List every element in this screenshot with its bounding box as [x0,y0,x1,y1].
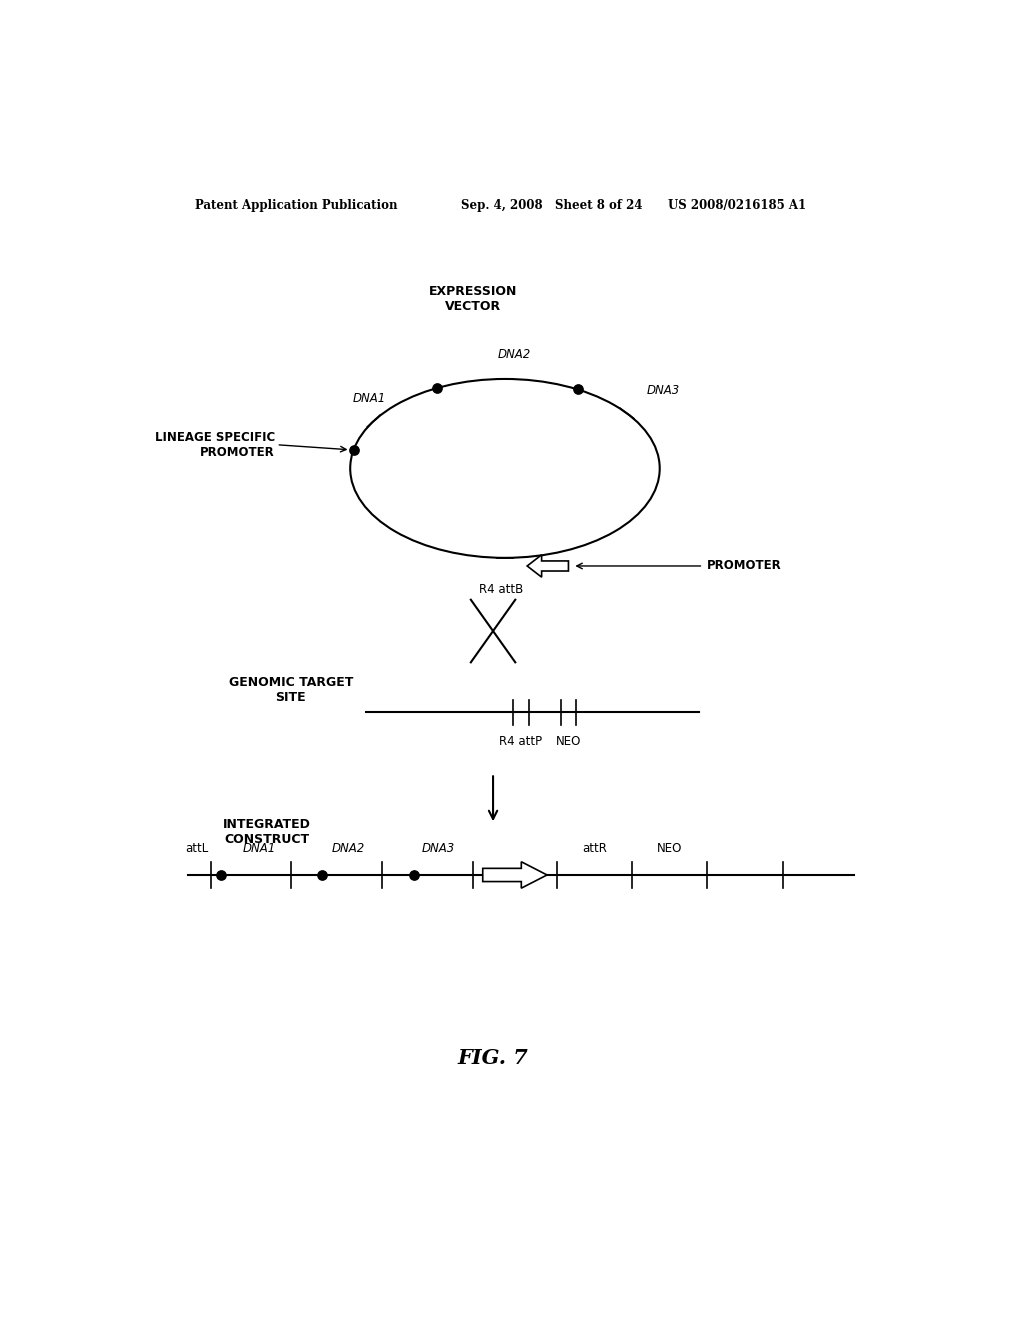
Text: US 2008/0216185 A1: US 2008/0216185 A1 [668,198,806,211]
Text: attL: attL [185,842,209,854]
FancyArrow shape [482,862,547,888]
Text: NEO: NEO [657,842,682,854]
Text: DNA1: DNA1 [353,392,386,405]
Point [569,379,586,400]
Text: DNA2: DNA2 [332,842,365,854]
Text: NEO: NEO [556,735,582,747]
Text: DNA3: DNA3 [422,842,456,854]
Text: attR: attR [582,842,606,854]
Text: R4 attP: R4 attP [500,735,543,747]
Text: LINEAGE SPECIFIC
PROMOTER: LINEAGE SPECIFIC PROMOTER [155,430,274,459]
Text: DNA1: DNA1 [243,842,275,854]
Text: FIG. 7: FIG. 7 [458,1048,528,1068]
Point [406,865,422,886]
Point [345,440,361,461]
Text: Patent Application Publication: Patent Application Publication [196,198,398,211]
Text: EXPRESSION
VECTOR: EXPRESSION VECTOR [429,285,517,313]
FancyArrow shape [527,554,568,577]
Text: INTEGRATED
CONSTRUCT: INTEGRATED CONSTRUCT [223,818,311,846]
Text: DNA2: DNA2 [498,347,531,360]
Point [213,865,229,886]
Text: GENOMIC TARGET
SITE: GENOMIC TARGET SITE [228,676,353,704]
Text: DNA3: DNA3 [647,384,680,397]
Point [314,865,331,886]
Text: R4 attB: R4 attB [479,583,523,597]
Text: PROMOTER: PROMOTER [708,560,782,573]
Text: Sep. 4, 2008   Sheet 8 of 24: Sep. 4, 2008 Sheet 8 of 24 [461,198,643,211]
Point [429,378,445,399]
